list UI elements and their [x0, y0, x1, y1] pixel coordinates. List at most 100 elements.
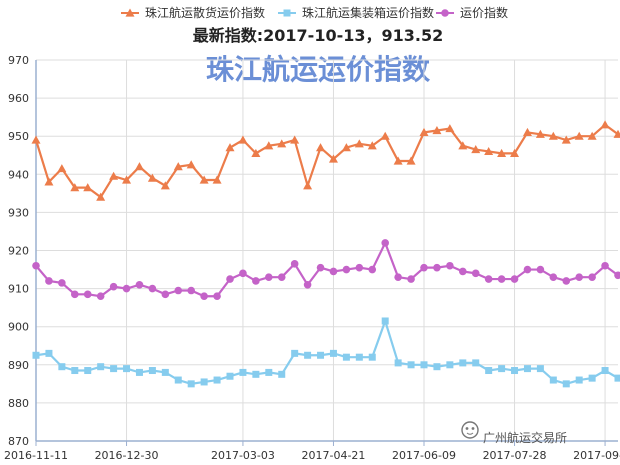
data-point — [32, 261, 40, 270]
data-point — [277, 273, 286, 281]
data-point — [290, 135, 300, 144]
data-point — [58, 363, 66, 371]
data-point — [420, 361, 428, 369]
data-point — [574, 131, 584, 140]
y-tick-label: 880 — [8, 397, 29, 410]
data-point — [239, 269, 247, 278]
data-point — [342, 265, 351, 274]
data-point — [252, 370, 260, 378]
series-0 — [31, 120, 620, 201]
data-point — [96, 192, 106, 201]
legend-item[interactable]: 运价指数 — [436, 5, 508, 20]
data-point — [226, 275, 234, 283]
data-point — [355, 263, 364, 272]
y-tick-label: 900 — [8, 321, 29, 334]
data-point — [497, 275, 506, 283]
data-point — [432, 125, 442, 135]
y-tick-label: 870 — [8, 435, 29, 448]
data-point — [471, 269, 480, 278]
data-point — [433, 363, 441, 371]
data-point — [614, 271, 620, 280]
data-point — [135, 368, 143, 376]
data-point — [459, 267, 467, 276]
data-point — [614, 374, 620, 382]
data-point — [316, 143, 326, 152]
data-point — [174, 286, 183, 295]
x-tick-label: 2017-06-09 — [392, 449, 456, 462]
x-tick-label: 2017-04-21 — [301, 449, 365, 462]
data-point — [212, 175, 222, 184]
data-point — [316, 263, 325, 272]
data-point — [342, 353, 350, 361]
data-point — [147, 173, 157, 182]
data-point — [213, 292, 221, 301]
data-point — [44, 177, 54, 186]
data-point — [252, 277, 260, 285]
x-tick-label: 2016-12-30 — [95, 449, 159, 462]
data-point — [394, 359, 402, 367]
data-point — [123, 365, 131, 373]
data-point — [122, 284, 131, 293]
data-point — [562, 380, 570, 388]
chart-subtitle: 最新指数:2017-10-13，913.52 — [193, 26, 444, 45]
y-tick-label: 950 — [8, 130, 29, 143]
data-point — [329, 349, 337, 357]
series-line — [35, 240, 619, 298]
legend-item[interactable]: 珠江航运散货运价指数 — [121, 5, 265, 20]
data-point — [264, 141, 274, 150]
data-point — [575, 273, 583, 281]
series-line — [35, 317, 619, 385]
data-point — [407, 275, 415, 283]
data-point — [535, 129, 545, 138]
y-tick-label: 910 — [8, 283, 29, 296]
data-point — [523, 365, 531, 373]
data-point — [148, 367, 156, 375]
y-tick-label: 970 — [8, 54, 29, 67]
data-point — [109, 282, 118, 291]
data-point — [484, 146, 494, 156]
data-point — [354, 139, 364, 148]
data-point — [600, 120, 610, 129]
watermark-text: 广州航运交易所 — [483, 430, 567, 445]
data-point — [303, 280, 312, 289]
data-point — [562, 277, 571, 285]
data-point — [303, 181, 313, 190]
data-point — [523, 265, 532, 274]
data-point — [613, 129, 620, 138]
data-point — [419, 127, 429, 136]
data-point — [446, 361, 454, 369]
legend-item[interactable]: 珠江航运集装箱运价指数 — [278, 5, 434, 20]
data-point — [548, 131, 558, 140]
y-tick-label: 920 — [8, 245, 29, 258]
data-point — [71, 290, 79, 299]
data-point — [472, 359, 480, 367]
data-point — [575, 376, 583, 384]
series-layer — [31, 120, 620, 388]
data-point — [341, 143, 351, 152]
data-point — [381, 317, 389, 325]
x-tick-label: 2017-09-15 — [573, 449, 620, 462]
data-point — [536, 265, 545, 274]
data-point — [368, 265, 377, 274]
data-point — [367, 141, 377, 150]
data-point — [420, 263, 428, 272]
data-point — [213, 376, 221, 384]
data-point — [135, 280, 144, 289]
legend: 珠江航运散货运价指数 珠江航运集装箱运价指数 运价指数 — [121, 5, 508, 20]
chart-title: 珠江航运运价指数 — [206, 53, 431, 86]
data-point — [161, 290, 170, 299]
data-point — [510, 148, 520, 157]
y-tick-label: 940 — [8, 168, 29, 181]
data-point — [148, 284, 157, 293]
data-point — [355, 353, 363, 361]
legend-marker — [283, 9, 291, 17]
data-point — [173, 162, 183, 171]
data-point — [380, 131, 390, 140]
data-point — [265, 273, 273, 281]
data-point — [174, 376, 182, 384]
data-point — [329, 267, 338, 276]
data-point — [522, 127, 532, 136]
data-point — [45, 349, 53, 357]
series-2 — [32, 239, 620, 301]
